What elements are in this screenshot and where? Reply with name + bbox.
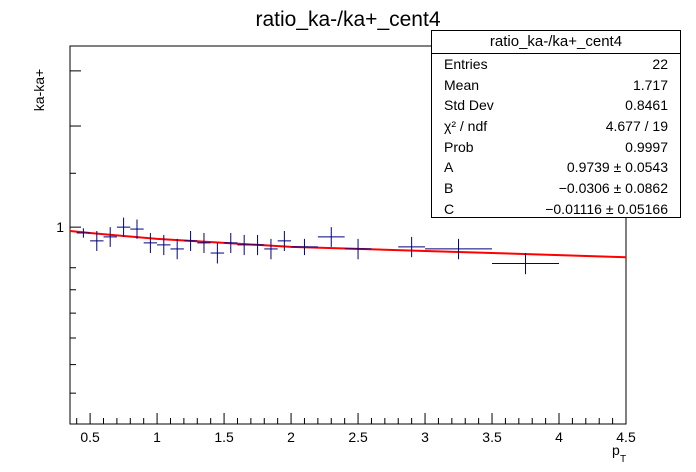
- data-point: [344, 238, 372, 260]
- data-point: [116, 217, 131, 237]
- plot-frame: [69, 45, 627, 425]
- x-axis-label: p T: [612, 442, 626, 465]
- stats-label: B: [444, 180, 454, 197]
- data-point: [317, 227, 345, 247]
- data-point: [210, 242, 225, 264]
- x-tick-label: 0.5: [80, 429, 100, 445]
- x-tick-label: 2: [287, 429, 295, 445]
- stats-label: C: [444, 200, 455, 217]
- stats-row: B −0.0306 ± 0.0862: [432, 178, 680, 199]
- stats-row: A 0.9739 ± 0.0543: [432, 157, 680, 178]
- data-point: [224, 232, 238, 254]
- data-point: [157, 234, 171, 256]
- chart-title: ratio_ka-/ka+_cent4: [255, 8, 440, 31]
- stats-box: ratio_ka-/ka+_cent4 Entries 22 Mean 1.717 St…: [431, 30, 681, 218]
- x-tick-label: 4.5: [616, 429, 636, 445]
- data-point: [197, 232, 211, 254]
- stats-label: Mean: [444, 76, 480, 93]
- x-tick-label: 3: [421, 429, 429, 445]
- stats-row: Entries 22: [432, 54, 680, 75]
- stats-value: 0.8461: [625, 97, 668, 114]
- fit-line: [69, 230, 627, 259]
- stats-value: 0.9739 ± 0.0543: [566, 159, 668, 176]
- data-point: [170, 238, 184, 260]
- data-point: [90, 231, 104, 251]
- stats-row: C −0.01116 ± 0.05166: [432, 199, 680, 220]
- x-tick-label: 4: [555, 429, 563, 445]
- stats-label: χ² / ndf: [444, 118, 488, 135]
- stats-label: A: [444, 159, 454, 176]
- svg-text:T: T: [620, 454, 626, 465]
- stats-value: −0.0306 ± 0.0862: [558, 180, 668, 197]
- data-point: [130, 219, 144, 239]
- data-point: [183, 231, 198, 251]
- x-tick-label: 2.5: [348, 429, 368, 445]
- stats-title: ratio_ka-/ka+_cent4: [432, 31, 680, 54]
- data-point: [492, 253, 560, 275]
- stats-row: Std Dev 0.8461: [432, 95, 680, 116]
- data-point: [237, 234, 251, 256]
- stats-label: Entries: [444, 56, 488, 72]
- data-point: [103, 227, 117, 247]
- stats-row: Mean 1.717: [432, 75, 680, 96]
- stats-label: Std Dev: [444, 97, 494, 114]
- data-point: [143, 232, 158, 254]
- stats-row: Prob 0.9997: [432, 137, 680, 158]
- y-axis-label: ka-ka+: [31, 69, 47, 111]
- data-point: [264, 238, 278, 260]
- points-layer: [76, 217, 560, 275]
- y-tick-label: 1: [56, 219, 64, 235]
- fit-layer: [69, 230, 627, 259]
- data-point: [291, 238, 318, 256]
- data-point: [76, 228, 91, 238]
- x-axis: 0.5 1 1.5 2 2.5 3 3.5 4 4.5: [76, 413, 636, 445]
- stats-value: 1.717: [632, 76, 668, 93]
- data-point: [277, 231, 292, 251]
- stats-value: 22: [652, 56, 668, 72]
- stats-row: χ² / ndf 4.677 / 19: [432, 116, 680, 137]
- x-tick-label: 1: [153, 429, 161, 445]
- x-tick-label: 1.5: [214, 429, 234, 445]
- x-tick-label: 3.5: [482, 429, 502, 445]
- stats-value: 4.677 / 19: [605, 118, 668, 135]
- stats-value: −0.01116 ± 0.05166: [545, 200, 668, 217]
- stats-label: Prob: [444, 138, 474, 155]
- svg-text:p: p: [612, 442, 620, 458]
- y-axis: 1: [56, 70, 81, 425]
- stats-value: 0.9997: [625, 138, 668, 155]
- data-point: [425, 238, 493, 260]
- data-point: [398, 236, 426, 258]
- data-point: [250, 234, 265, 256]
